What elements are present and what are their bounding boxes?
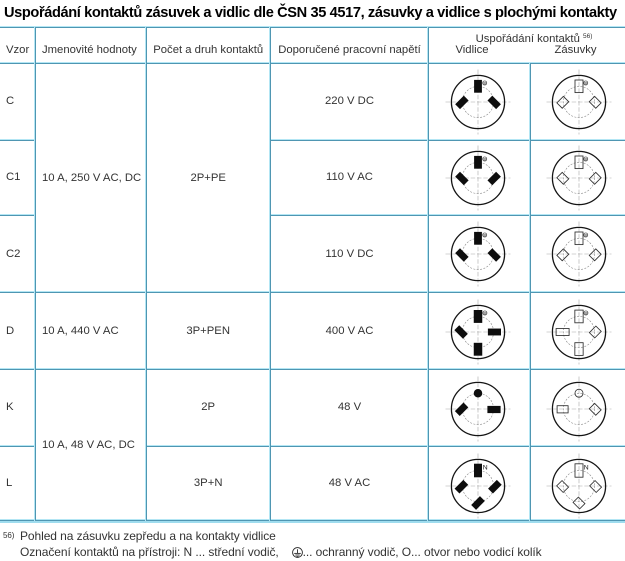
svg-text:N: N — [583, 465, 588, 472]
svg-text:N: N — [483, 465, 488, 472]
